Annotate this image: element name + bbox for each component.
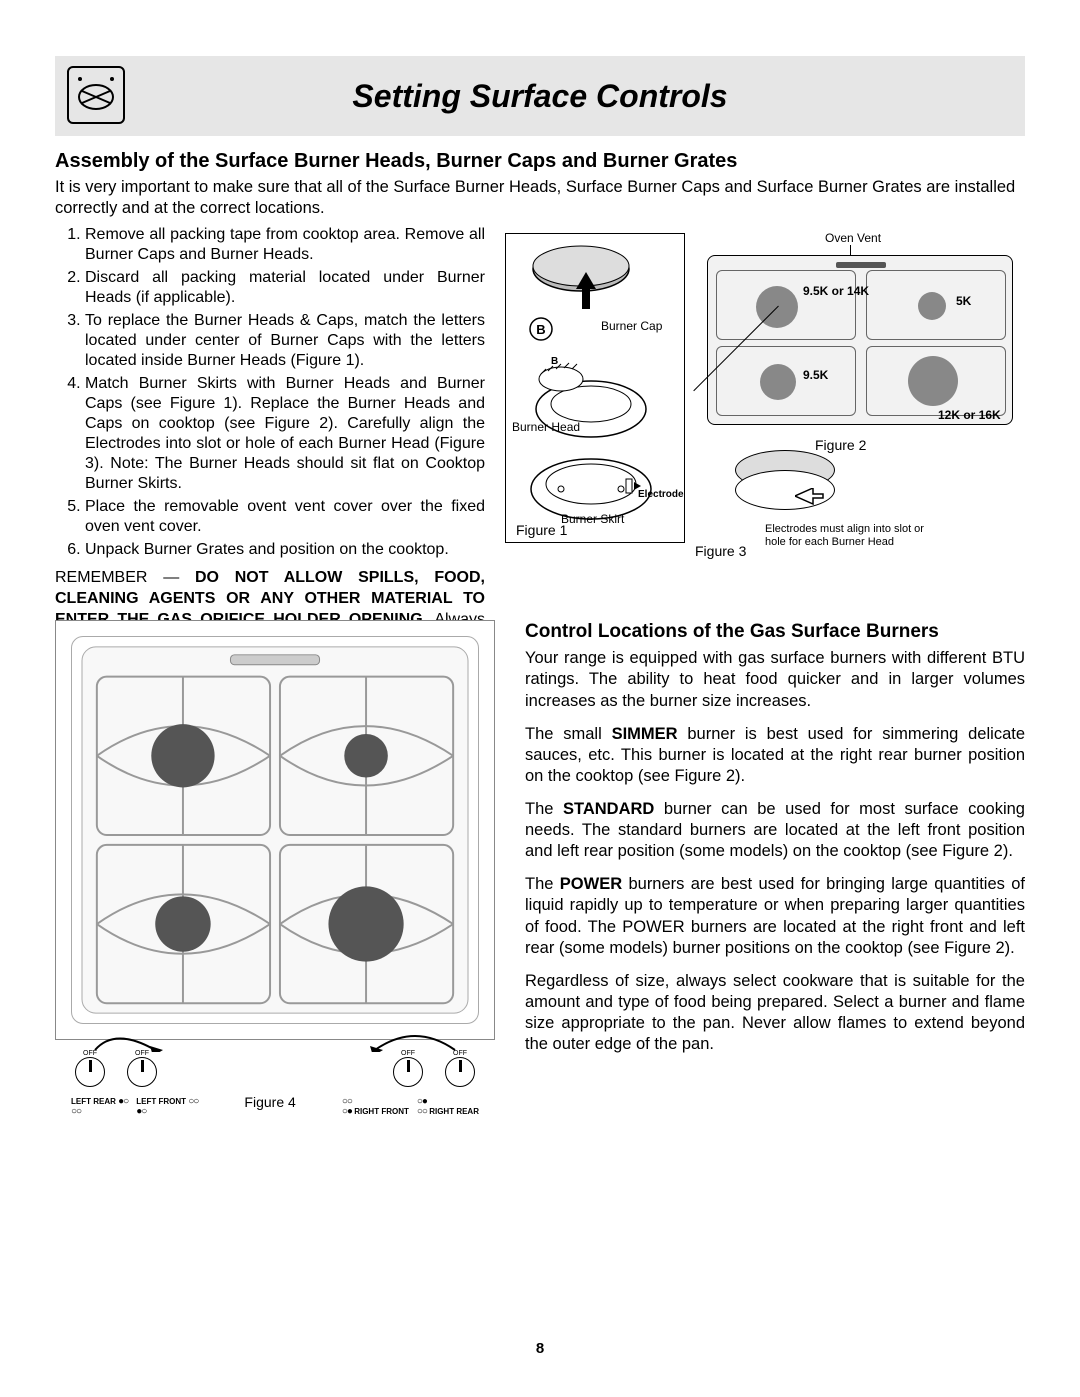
btu-right-rear: 5K xyxy=(956,294,971,308)
btu-left-front: 9.5K xyxy=(803,368,828,382)
figure-1: B B Burner Cap Burner Head Burner Skirt xyxy=(505,233,685,543)
control-p4: The POWER burners are best used for brin… xyxy=(525,874,1025,958)
btu-left-rear: 9.5K or 14K xyxy=(803,284,869,298)
burner-head-label: Burner Head xyxy=(512,420,580,434)
burner-skirt-label: Burner Skirt xyxy=(561,512,624,526)
figure-1-label: Figure 1 xyxy=(516,522,567,538)
electrode-label: Electrode xyxy=(638,489,684,500)
knob-left-front xyxy=(127,1057,157,1087)
oven-vent-label: Oven Vent xyxy=(825,231,881,245)
assembly-body: Remove all packing tape from cooktop are… xyxy=(55,225,1025,672)
figure-4 xyxy=(55,620,495,1040)
figure-3-label: Figure 3 xyxy=(695,543,746,559)
section-assembly: Assembly of the Surface Burner Heads, Bu… xyxy=(55,150,1025,218)
steps-column: Remove all packing tape from cooktop are… xyxy=(55,225,485,672)
assembly-steps: Remove all packing tape from cooktop are… xyxy=(55,225,485,560)
svg-text:B: B xyxy=(551,356,558,367)
burner-cap-label: Burner Cap xyxy=(601,319,662,333)
control-p5: Regardless of size, always select cookwa… xyxy=(525,971,1025,1055)
figure-3 xyxy=(735,450,835,520)
figure-3-note: Electrodes must align into slot or hole … xyxy=(765,523,935,548)
control-p3: The STANDARD burner can be used for most… xyxy=(525,799,1025,862)
control-locations-text: Control Locations of the Gas Surface Bur… xyxy=(525,620,1025,1067)
figure-4-wrap: OFF OFF OFF OFF xyxy=(55,620,495,1067)
remember-label: REMEMBER — xyxy=(55,569,195,586)
step-6: Unpack Burner Grates and position on the… xyxy=(85,540,485,560)
knob-right-rear xyxy=(445,1057,475,1087)
label-left-rear: LEFT REAR ●○○○ xyxy=(71,1097,128,1117)
step-2: Discard all packing material located und… xyxy=(85,268,485,308)
knob-right-front xyxy=(393,1057,423,1087)
figures-column: B B Burner Cap Burner Head Burner Skirt xyxy=(505,225,1025,585)
oven-vent-icon xyxy=(836,262,886,268)
figure-4-label: Figure 4 xyxy=(244,1095,295,1115)
label-right-rear: ○●○○ RIGHT REAR xyxy=(417,1097,479,1117)
fig2-cooktop: 9.5K or 14K 5K 9.5K 12K or 16K xyxy=(707,255,1013,425)
control-heading: Control Locations of the Gas Surface Bur… xyxy=(525,620,1025,644)
step-4: Match Burner Skirts with Burner Heads an… xyxy=(85,374,485,494)
knob-left-rear xyxy=(75,1057,105,1087)
step-5: Place the removable ovent vent cover ove… xyxy=(85,497,485,537)
page-number: 8 xyxy=(0,1340,1080,1357)
page-header: Setting Surface Controls xyxy=(55,56,1025,136)
svg-text:B: B xyxy=(536,322,545,337)
assembly-heading: Assembly of the Surface Burner Heads, Bu… xyxy=(55,150,1025,173)
label-right-front: ○○○● RIGHT FRONT xyxy=(342,1097,409,1117)
figure-2: Oven Vent 9.5K or 14K 5K 9.5K 12K or 16K… xyxy=(695,237,1025,437)
section-control-locations: OFF OFF OFF OFF xyxy=(55,620,1025,1067)
cooktop-icon xyxy=(67,66,125,124)
page-title: Setting Surface Controls xyxy=(55,78,1025,115)
control-p1: Your range is equipped with gas surface … xyxy=(525,648,1025,711)
control-p2: The small SIMMER burner is best used for… xyxy=(525,724,1025,787)
step-1: Remove all packing tape from cooktop are… xyxy=(85,225,485,265)
btu-right-front: 12K or 16K xyxy=(938,408,1001,422)
step-3: To replace the Burner Heads & Caps, matc… xyxy=(85,311,485,371)
label-left-front: LEFT FRONT ○○●○ xyxy=(136,1097,198,1117)
assembly-intro: It is very important to make sure that a… xyxy=(55,177,1025,218)
